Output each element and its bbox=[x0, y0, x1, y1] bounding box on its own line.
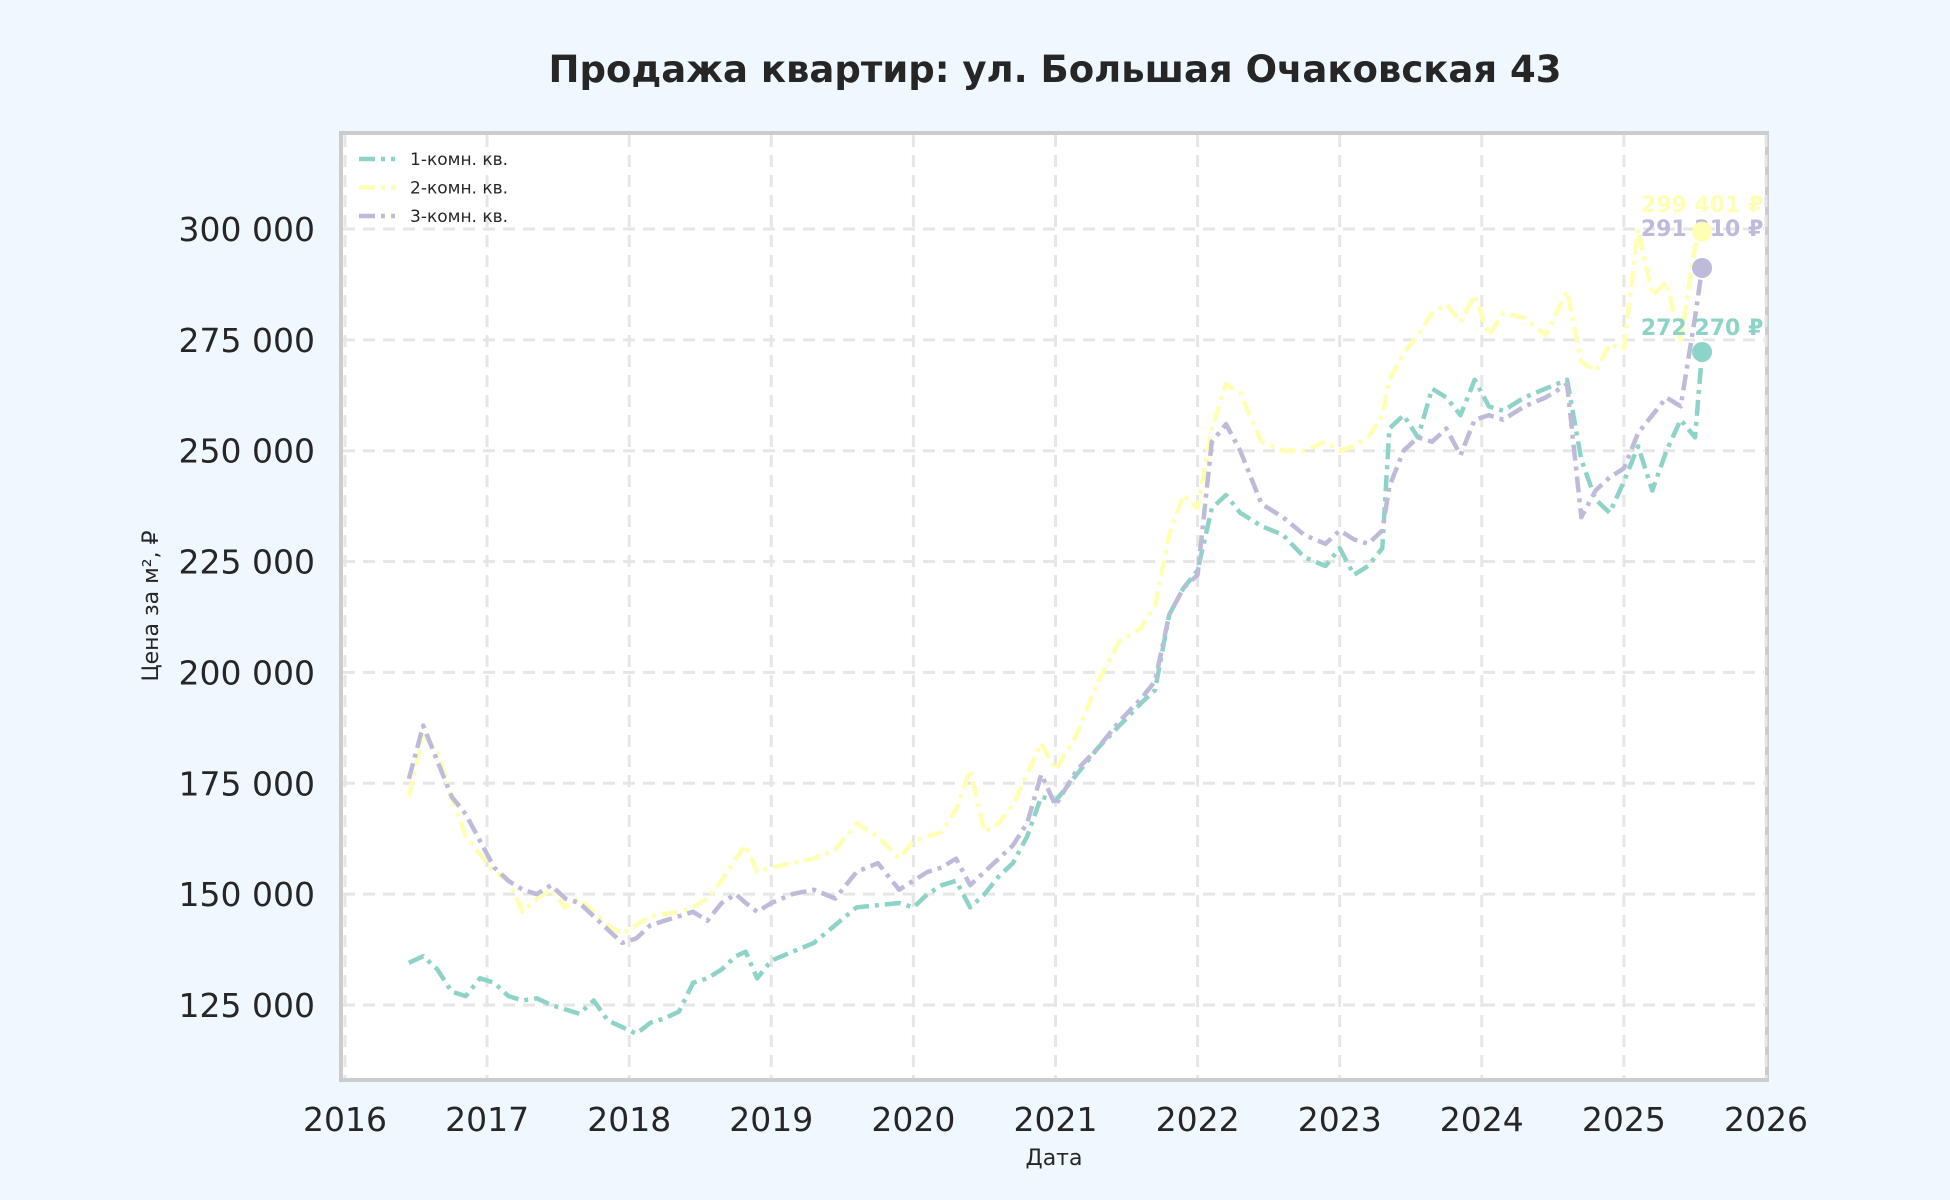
x-axis-label: Дата bbox=[1026, 1146, 1083, 1171]
series-line bbox=[407, 351, 1705, 1037]
x-tick-label: 2024 bbox=[1440, 1100, 1524, 1139]
y-tick-label: 150 000 bbox=[179, 875, 315, 914]
y-tick-label: 200 000 bbox=[179, 653, 315, 692]
x-tick-label: 2018 bbox=[587, 1100, 671, 1139]
y-tick-label: 300 000 bbox=[179, 210, 315, 249]
x-tick-label: 2019 bbox=[729, 1100, 813, 1139]
legend: 1-комн. кв. 2-комн. кв. 3-комн. кв. bbox=[359, 150, 508, 227]
y-axis-label: Цена за м², ₽ bbox=[139, 530, 164, 681]
x-tick-label: 2026 bbox=[1724, 1100, 1808, 1139]
legend-entry-label: 3-комн. кв. bbox=[410, 207, 508, 227]
series-line bbox=[406, 226, 1705, 937]
y-tick-label: 225 000 bbox=[179, 543, 315, 582]
last-value-annotations: 299 401 ₽291 210 ₽272 270 ₽ bbox=[1641, 193, 1763, 362]
x-tick-label: 2021 bbox=[1014, 1100, 1098, 1139]
x-tick-label: 2025 bbox=[1582, 1100, 1666, 1139]
chart-title: Продажа квартир: ул. Большая Очаковская … bbox=[548, 48, 1562, 91]
legend-entry-label: 1-комн. кв. bbox=[410, 150, 508, 170]
x-tick-label: 2023 bbox=[1298, 1100, 1382, 1139]
y-tick-label: 275 000 bbox=[179, 321, 315, 360]
data-series bbox=[406, 226, 1705, 1037]
legend-entry-label: 2-комн. кв. bbox=[410, 179, 508, 199]
x-tick-label: 2022 bbox=[1156, 1100, 1240, 1139]
last-value-marker bbox=[1692, 341, 1713, 362]
grid-lines bbox=[343, 135, 1768, 1078]
last-value-marker bbox=[1692, 257, 1713, 278]
x-tick-label: 2017 bbox=[445, 1100, 529, 1139]
y-tick-label: 175 000 bbox=[179, 764, 315, 803]
last-value-marker bbox=[1692, 221, 1713, 242]
last-value-label: 272 270 ₽ bbox=[1641, 316, 1763, 341]
y-tick-label: 125 000 bbox=[179, 986, 315, 1025]
x-axis-ticks: 2016 2017 2018 2019 2020 2021 2022 2023 2024 2025… bbox=[303, 1100, 1808, 1139]
y-tick-label: 250 000 bbox=[179, 432, 315, 471]
last-value-label: 299 401 ₽ bbox=[1641, 193, 1763, 218]
y-axis-ticks: 125 000 150 000 175 000 200 000 225 000 250 0… bbox=[179, 210, 315, 1025]
x-tick-label: 2020 bbox=[871, 1100, 955, 1139]
x-tick-label: 2016 bbox=[303, 1100, 387, 1139]
series-line bbox=[406, 267, 1705, 946]
